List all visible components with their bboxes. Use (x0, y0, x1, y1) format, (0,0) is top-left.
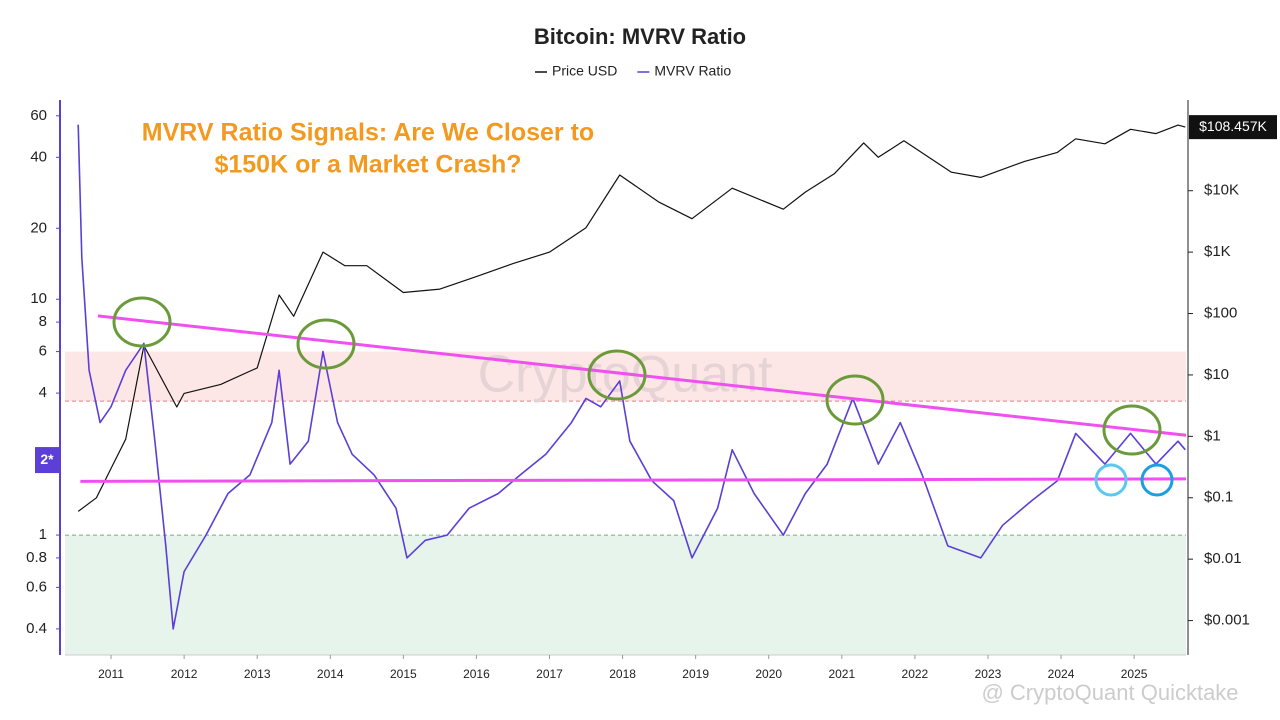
mvrv-label: 2* (40, 451, 54, 467)
highlight-circle (587, 349, 647, 401)
x-tick-label: 2019 (682, 667, 709, 681)
y-tick-label: 1 (39, 526, 47, 543)
x-tick-label: 2020 (755, 667, 782, 681)
x-tick-label: 2011 (98, 667, 124, 681)
x-tick-label: 2022 (902, 667, 929, 681)
x-tick-label: 2014 (317, 667, 344, 681)
x-tick-label: 2015 (390, 667, 417, 681)
y2-tick-label: $10K (1204, 182, 1239, 199)
series-line (77, 124, 1186, 512)
y2-tick-label: $10 (1204, 366, 1229, 383)
y-tick-label: 40 (30, 148, 47, 165)
y2-tick-label: $1K (1204, 243, 1231, 260)
highlight-circle (1140, 463, 1174, 497)
plot: CryptoQuant0.40.60.8146810204060$0.001$0… (26, 100, 1277, 681)
x-tick-label: 2025 (1121, 667, 1148, 681)
legend-label: MVRV Ratio (654, 63, 731, 79)
highlight-circle (112, 296, 172, 348)
annotation: MVRV Ratio Signals: Are We Closer to (142, 119, 594, 147)
highlight-circle (1102, 404, 1162, 456)
y2-tick-label: $0.01 (1204, 550, 1242, 567)
y-tick-label: 6 (39, 343, 47, 360)
y-tick-label: 0.8 (26, 549, 47, 566)
y2-tick-label: $100 (1204, 304, 1237, 321)
y-tick-label: 8 (39, 313, 47, 330)
mvrv-box (35, 447, 59, 474)
y-tick-label: 60 (30, 107, 47, 124)
y-tick-label: 4 (39, 384, 47, 401)
highlight-circle (825, 374, 885, 426)
zone (65, 535, 1186, 655)
x-tick-label: 2018 (609, 667, 636, 681)
series-line (77, 124, 1186, 630)
trend-line (80, 477, 1187, 483)
y2-tick-label: $0.001 (1204, 612, 1250, 629)
y-tick-label: 0.6 (26, 578, 47, 595)
highlight-circle (1094, 463, 1128, 497)
y-tick-label: 10 (30, 290, 47, 307)
annotation: $150K or a Market Crash? (214, 151, 521, 179)
y-tick-label: 0.4 (26, 620, 47, 637)
x-tick-label: 2016 (463, 667, 490, 681)
zone (65, 351, 1186, 402)
x-tick-label: 2013 (244, 667, 271, 681)
y2-tick-label: $1 (1204, 427, 1221, 444)
x-tick-label: 2023 (975, 667, 1002, 681)
x-tick-label: 2024 (1048, 667, 1075, 681)
last-price-label: $108.457K (1199, 118, 1267, 134)
x-tick-label: 2017 (536, 667, 563, 681)
legend-label: Price USD (552, 63, 617, 79)
x-tick-label: 2012 (171, 667, 198, 681)
chart-title: Bitcoin: MVRV Ratio (534, 24, 746, 49)
highlight-circle (296, 318, 356, 370)
last-price-box (1189, 115, 1277, 140)
y-tick-label: 20 (30, 219, 47, 236)
footer-watermark: @ CryptoQuant Quicktake (981, 680, 1238, 705)
x-tick-label: 2021 (828, 667, 855, 681)
y2-tick-label: $0.1 (1204, 489, 1233, 506)
trend-line (97, 314, 1187, 437)
